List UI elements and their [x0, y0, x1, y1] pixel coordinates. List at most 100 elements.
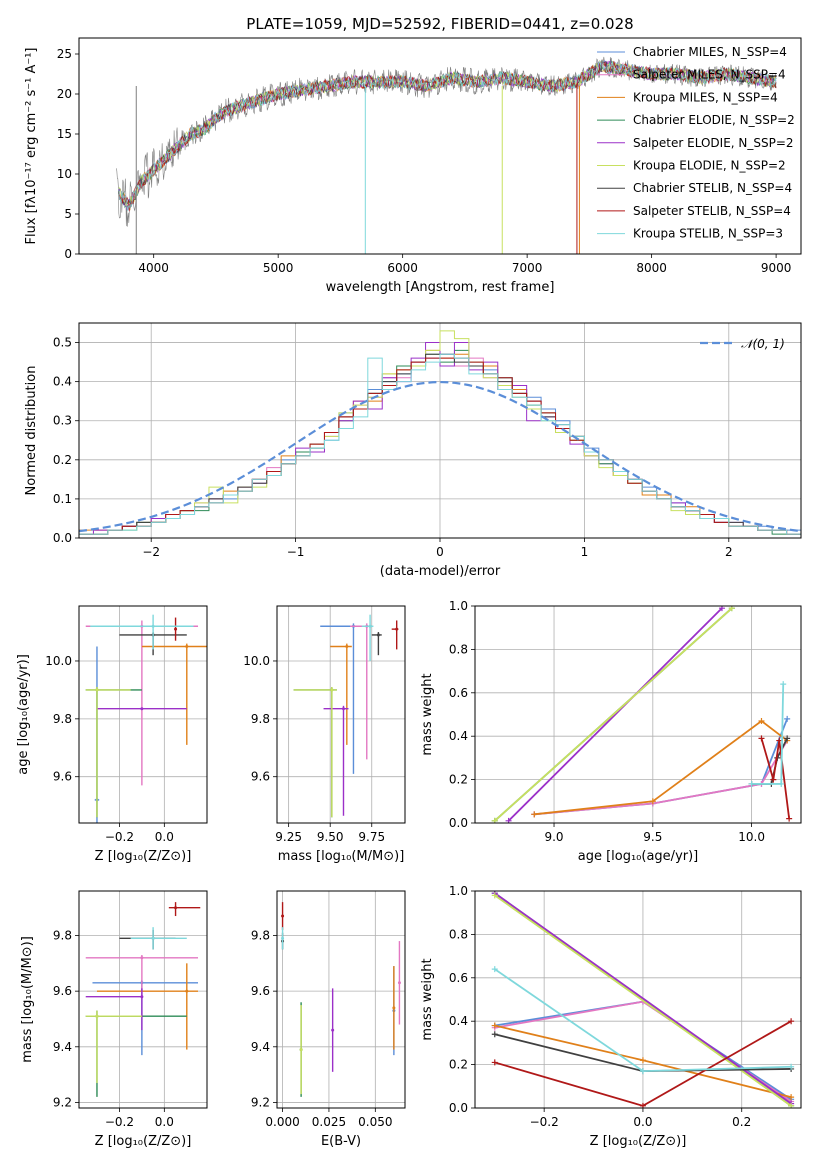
series-marker	[780, 681, 787, 688]
series-marker	[491, 1022, 498, 1029]
histograms	[79, 330, 801, 538]
series-marker	[639, 1068, 646, 1075]
x-tick-label: 9.75	[358, 830, 385, 844]
series-marker	[788, 1018, 795, 1025]
y-tick-label: 9.4	[53, 1040, 72, 1054]
x-axis-label: Z [log₁₀(Z/Z⊙)]	[95, 849, 192, 864]
series-marker	[784, 715, 791, 722]
data-point	[174, 906, 178, 910]
y-tick-label: 0.0	[449, 816, 468, 830]
series-marker	[758, 735, 765, 742]
data-point	[151, 936, 155, 940]
series-marker	[649, 798, 656, 805]
series-line	[494, 894, 792, 1107]
normal-curve	[79, 380, 801, 533]
errorbar-points	[281, 902, 401, 1097]
y-tick-label: 9.8	[251, 929, 270, 943]
model-spectrum	[118, 58, 777, 212]
data-point	[397, 981, 401, 985]
y-tick-label: 0.8	[449, 927, 468, 941]
legend: Chabrier MILES, N_SSP=4 Salpeter MILES, N…	[597, 45, 795, 241]
plot-frame	[78, 37, 802, 255]
weight-lines	[491, 606, 793, 823]
x-tick-label: 10.0	[738, 830, 765, 844]
series-marker	[491, 966, 498, 973]
y-tick-label: 9.6	[251, 984, 270, 998]
series-marker	[491, 1059, 498, 1066]
legend-entry: 𝒩(0, 1)	[741, 337, 785, 351]
histogram-series	[79, 353, 801, 538]
chart-2-axes: −0.2 0.0 9.6 9.8 10.0 Z [log₁₀(Z/Z⊙)] age [log…	[16, 606, 207, 864]
data-point	[281, 936, 285, 940]
series-marker	[788, 1094, 795, 1101]
y-axis-label: Normed distribution	[24, 366, 39, 496]
y-tick-label: 0.1	[53, 492, 72, 506]
y-tick-label: 0.2	[449, 773, 468, 787]
chart-title: PLATE=1059, MJD=52592, FIBERID=0441, z=0…	[246, 15, 633, 33]
legend-entry: Chabrier STELIB, N_SSP=4	[633, 181, 792, 195]
x-tick-label: 9.50	[317, 830, 344, 844]
legend-entry: Kroupa STELIB, N_SSP=3	[633, 227, 783, 241]
y-tick-label: 9.4	[251, 1040, 270, 1054]
x-tick-label: 0	[436, 545, 444, 559]
y-tick-label: 0.2	[53, 453, 72, 467]
x-axis-label: E(B-V)	[321, 1134, 361, 1149]
data-point	[281, 914, 285, 918]
plot-frame	[78, 605, 208, 824]
y-axis-label: mass weight	[420, 673, 435, 755]
data-point	[331, 1028, 335, 1032]
data-point	[95, 688, 99, 692]
series-marker	[786, 815, 793, 822]
series-marker	[784, 735, 791, 742]
y-tick-label: 0.4	[449, 1014, 468, 1028]
data-point	[330, 688, 334, 692]
x-tick-label: −1	[287, 545, 305, 559]
chart-1-axes: −2 −1 0 1 2 0.0 0.1 0.2 0.3 0.4 0.5 (data-model)/er…	[24, 323, 801, 579]
y-tick-label: 9.6	[53, 984, 72, 998]
plot-frame	[78, 322, 802, 539]
plot-frame	[78, 890, 208, 1109]
y-tick-label: 10	[57, 167, 72, 181]
y-tick-label: 9.6	[53, 770, 72, 784]
legend-entry: Salpeter ELODIE, N_SSP=2	[633, 136, 794, 150]
y-tick-label: 5	[64, 207, 72, 221]
y-tick-label: 10.0	[45, 654, 72, 668]
y-tick-label: 9.2	[251, 1095, 270, 1109]
x-axis-label: wavelength [Angstrom, rest frame]	[326, 280, 555, 295]
y-tick-label: 0.0	[449, 1101, 468, 1115]
data-point	[368, 624, 372, 628]
weight-lines	[491, 891, 795, 1108]
data-point	[140, 995, 144, 999]
series-marker	[491, 892, 498, 899]
y-axis-label: age [log₁₀(age/yr)]	[16, 654, 31, 775]
x-tick-label: 2	[725, 545, 733, 559]
y-tick-label: 20	[57, 87, 72, 101]
data-point	[376, 633, 380, 637]
spectrum-lines	[116, 56, 777, 254]
y-tick-label: 9.8	[251, 712, 270, 726]
chart-0-axes: 4000 5000 6000 7000 8000 9000 0 5 10 15 20 25 wavele…	[24, 47, 791, 295]
y-tick-label: 0.6	[449, 971, 468, 985]
x-tick-label: 0.025	[312, 1115, 346, 1129]
series-line	[494, 607, 733, 822]
data-point	[140, 956, 144, 960]
y-tick-label: 9.6	[251, 770, 270, 784]
data-point	[151, 624, 155, 628]
data-point	[341, 707, 345, 711]
series-marker	[778, 780, 785, 787]
data-point	[395, 627, 399, 631]
x-tick-label: −0.2	[105, 1115, 134, 1129]
chart-7-axes: −0.2 0.0 0.2 0.0 0.2 0.4 0.6 0.8 1.0 Z [log₁₀(Z/Z…	[420, 884, 801, 1149]
x-tick-label: 4000	[138, 261, 169, 275]
data-point	[140, 707, 144, 711]
x-tick-label: 9.0	[544, 830, 563, 844]
y-tick-label: 1.0	[449, 599, 468, 613]
plot-frame	[276, 890, 406, 1109]
series-line	[760, 738, 791, 819]
data-point	[345, 645, 349, 649]
series-marker	[770, 776, 777, 783]
y-tick-label: 0.0	[53, 531, 72, 545]
plot-frame	[474, 605, 802, 824]
data-point	[185, 645, 189, 649]
